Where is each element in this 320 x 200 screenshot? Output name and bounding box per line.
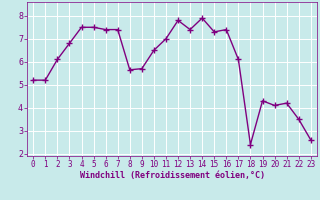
- X-axis label: Windchill (Refroidissement éolien,°C): Windchill (Refroidissement éolien,°C): [79, 171, 265, 180]
